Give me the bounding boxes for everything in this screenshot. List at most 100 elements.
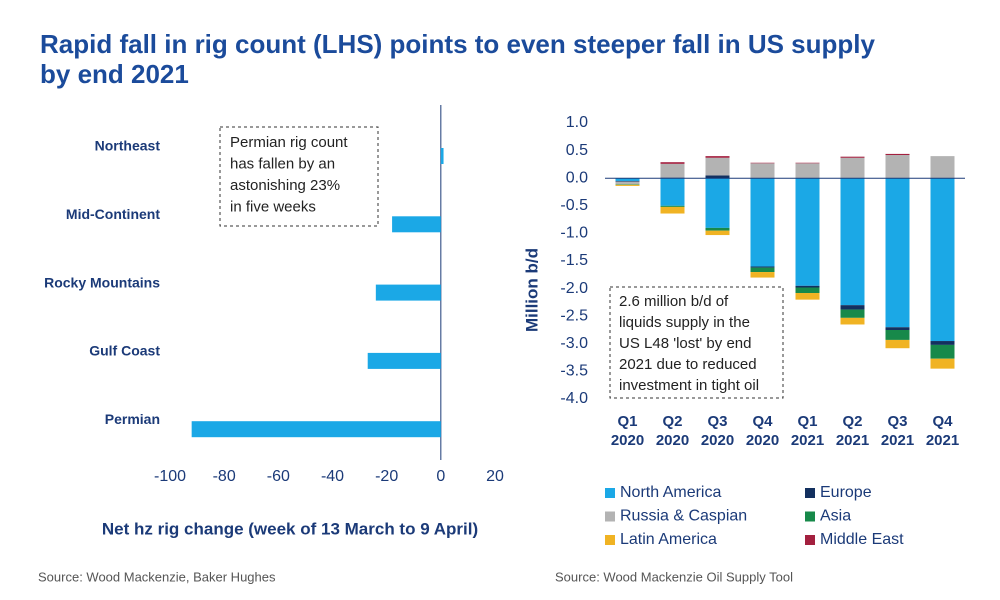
x-tick-label: Q4 2020: [746, 413, 779, 449]
bar-segment: [885, 327, 910, 330]
x-tick-label: Q4 2021: [926, 413, 959, 449]
legend-label: Europe: [820, 484, 872, 501]
bar-segment: [885, 339, 910, 349]
x-tick-label: -20: [375, 468, 398, 485]
category-label: Permian: [105, 411, 160, 427]
x-axis-title: Net hz rig change (week of 13 March to 9…: [102, 519, 478, 538]
bar-segment: [750, 162, 775, 164]
bar-segment: [930, 341, 955, 345]
bar-segment: [615, 180, 640, 182]
bar-segment: [840, 156, 865, 158]
category-label: Rocky Mountains: [44, 274, 160, 290]
bar-segment: [885, 330, 910, 340]
bar-segment: [615, 178, 640, 181]
bar-segment: [750, 163, 775, 179]
x-tick-label: 0: [436, 468, 445, 485]
bar-segment: [750, 272, 775, 278]
bar-segment: [615, 184, 640, 185]
bar-segment: [795, 285, 820, 288]
bar-segment: [750, 266, 775, 268]
annotation-text: investment in tight oil: [619, 377, 759, 394]
legend-swatch: [805, 488, 815, 498]
legend-swatch: [805, 535, 815, 545]
bar-segment: [930, 358, 955, 369]
bar-segment: [795, 163, 820, 179]
y-tick-label: -1.0: [560, 225, 588, 242]
legend-swatch: [605, 488, 615, 498]
annotation-text: 2021 due to reduced: [619, 356, 757, 373]
x-tick-label: -60: [267, 468, 290, 485]
bar-segment: [705, 178, 730, 228]
x-tick-label: -100: [154, 468, 186, 485]
y-tick-label: 0.0: [566, 169, 588, 186]
y-tick-label: -1.5: [560, 252, 588, 269]
source: Source: Wood Mackenzie, Baker Hughes: [38, 569, 276, 584]
annotation-text: astonishing 23%: [230, 177, 340, 194]
y-tick-label: -3.5: [560, 363, 588, 380]
page-title: by end 2021: [40, 59, 189, 89]
bar-segment: [660, 178, 685, 206]
x-tick-label: Q1 2020: [611, 413, 644, 449]
annotation-text: has fallen by an: [230, 155, 335, 172]
bar-segment: [705, 227, 730, 231]
y-tick-label: -2.0: [560, 280, 588, 297]
annotation-text: Permian rig count: [230, 134, 348, 151]
x-tick-label: -80: [213, 468, 236, 485]
bar-segment: [705, 157, 730, 176]
bar-segment: [705, 230, 730, 236]
bar-segment: [750, 267, 775, 273]
bar-segment: [885, 153, 910, 156]
bar: [191, 421, 441, 438]
bar-segment: [840, 305, 865, 310]
bar-segment: [660, 205, 685, 207]
source: Source: Wood Mackenzie Oil Supply Tool: [555, 569, 793, 584]
bar-segment: [840, 309, 865, 318]
y-tick-label: 0.5: [566, 142, 588, 159]
bar-segment: [930, 156, 955, 179]
bar-segment: [660, 162, 685, 164]
legend-label: Middle East: [820, 531, 904, 548]
bar: [392, 216, 441, 233]
annotation-text: US L48 'lost' by end: [619, 335, 751, 352]
category-label: Northeast: [95, 138, 161, 154]
bar-segment: [930, 344, 955, 359]
bar-segment: [885, 178, 910, 328]
x-tick-label: 20: [486, 468, 504, 485]
bar-segment: [705, 156, 730, 158]
bar-segment: [840, 317, 865, 325]
bar-segment: [750, 178, 775, 267]
bar-segment: [930, 178, 955, 342]
x-tick-label: -40: [321, 468, 344, 485]
bar-segment: [795, 178, 820, 286]
legend-swatch: [605, 511, 615, 522]
bar-segment: [705, 175, 730, 179]
annotation-box: [219, 126, 379, 227]
bar-segment: [795, 287, 820, 294]
bar-segment: [660, 206, 685, 214]
y-tick-label: -2.5: [560, 307, 588, 324]
annotation-text: liquids supply in the: [619, 314, 750, 331]
x-tick-label: Q2 2021: [836, 413, 869, 449]
y-axis-title: Million b/d: [522, 248, 541, 332]
x-tick-label: Q2 2020: [656, 413, 689, 449]
bar-segment: [660, 163, 685, 178]
y-tick-label: -4.0: [560, 390, 588, 407]
y-tick-label: 1.0: [566, 114, 588, 131]
legend-swatch: [805, 511, 815, 522]
bar-segment: [840, 178, 865, 306]
bar-segment: [615, 184, 640, 186]
bar: [440, 148, 444, 164]
bar-segment: [795, 293, 820, 300]
x-tick-label: Q1 2021: [791, 413, 824, 449]
category-label: Mid-Continent: [66, 206, 160, 222]
bar-segment: [795, 162, 820, 164]
category-label: Gulf Coast: [89, 343, 160, 359]
x-tick-label: Q3 2020: [701, 413, 734, 449]
y-tick-label: -3.0: [560, 335, 588, 352]
legend-label: Russia & Caspian: [620, 508, 747, 525]
legend-label: Asia: [820, 508, 851, 525]
legend-label: Latin America: [620, 531, 717, 548]
bar-segment: [615, 181, 640, 185]
y-tick-label: -0.5: [560, 197, 588, 214]
